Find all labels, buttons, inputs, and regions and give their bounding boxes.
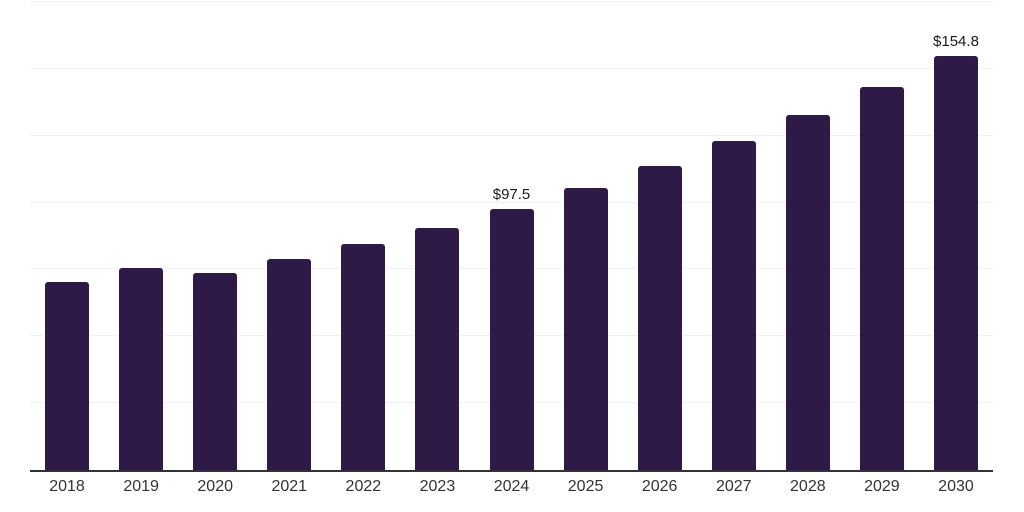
bar-column-2027 — [697, 2, 771, 470]
bar-2028 — [785, 115, 830, 470]
bar-2019 — [119, 268, 164, 470]
bar-2023 — [415, 227, 460, 470]
x-tick-2024: 2024 — [493, 478, 530, 495]
plot-area: $97.5 $154.8 — [30, 1, 993, 472]
data-label-2024: $97.5 — [492, 186, 531, 204]
bar-2021 — [267, 258, 312, 470]
x-tick-2018: 2018 — [49, 478, 85, 495]
bar-column-2020 — [178, 2, 252, 470]
x-tick-2029: 2029 — [864, 478, 900, 495]
data-label-2030: $154.8 — [933, 33, 979, 50]
bar-column-2029 — [845, 2, 919, 470]
bar-column-2026 — [623, 2, 697, 470]
x-axis-labels: 2018 2019 2020 2021 2022 2023 2024 2025 2026 2027… — [30, 478, 993, 496]
bar-2025 — [563, 188, 608, 470]
bar-column-2024: $97.5 — [474, 2, 548, 470]
bar-2024 — [489, 209, 534, 470]
x-tick-2028: 2028 — [790, 478, 826, 495]
bar-column-2019 — [104, 2, 178, 470]
bar-column-2021 — [252, 2, 326, 470]
bar-2027 — [711, 141, 756, 470]
bar-column-2028 — [771, 2, 845, 470]
x-tick-2021: 2021 — [271, 478, 308, 495]
bar-2026 — [637, 165, 682, 470]
gridline-125 — [30, 134, 993, 136]
x-tick-2027: 2027 — [715, 478, 752, 495]
gridline-150 — [30, 67, 993, 69]
x-tick-2020: 2020 — [197, 478, 233, 495]
bar-2018 — [45, 281, 90, 470]
bar-2022 — [341, 243, 386, 470]
bars: $97.5 $154.8 — [30, 2, 993, 470]
bar-column-2030: $154.8 — [919, 2, 993, 470]
bar-2030 — [933, 56, 978, 470]
x-tick-2023: 2023 — [419, 478, 456, 495]
x-tick-2030: 2030 — [938, 478, 974, 495]
x-tick-2022: 2022 — [345, 478, 382, 495]
gridline-100 — [30, 201, 993, 203]
bar-column-2018 — [30, 2, 104, 470]
bar-column-2025 — [549, 2, 623, 470]
x-tick-2026: 2026 — [641, 478, 678, 495]
x-tick-2025: 2025 — [567, 478, 604, 495]
bar-2029 — [859, 86, 904, 470]
bar-column-2022 — [326, 2, 400, 470]
gridline-175 — [30, 1, 993, 2]
bar-column-2023 — [400, 2, 474, 470]
bar-2020 — [193, 272, 238, 470]
x-tick-2019: 2019 — [123, 478, 159, 495]
